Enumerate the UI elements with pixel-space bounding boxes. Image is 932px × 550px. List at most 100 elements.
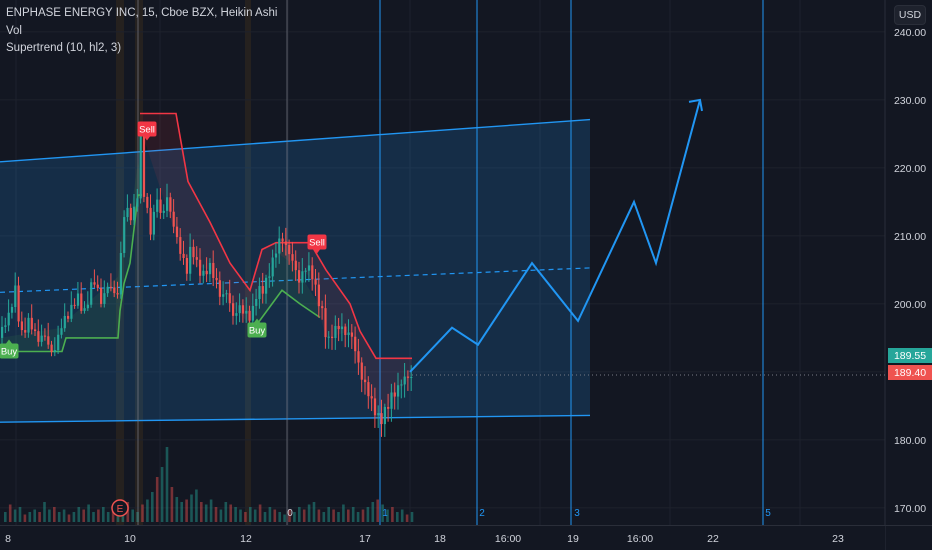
- candle-body: [367, 382, 370, 397]
- candle-body: [179, 237, 182, 254]
- price-tick-label: 240.00: [894, 27, 926, 39]
- candle-body: [225, 293, 228, 295]
- candle-body: [245, 310, 248, 314]
- volume-bar: [67, 514, 71, 522]
- volume-bar: [180, 502, 183, 522]
- candle-body: [307, 265, 311, 271]
- candle-body: [70, 304, 73, 319]
- candle-body: [228, 293, 231, 304]
- volume-bar: [102, 507, 105, 522]
- candle-body: [4, 325, 7, 327]
- volume-bar: [376, 499, 379, 522]
- signal-pointer: [314, 249, 320, 254]
- candle-body: [334, 325, 337, 339]
- candle-body: [215, 277, 218, 281]
- candle-body: [7, 312, 10, 326]
- candle-body: [189, 246, 192, 274]
- candle-body: [152, 211, 155, 235]
- volume-bar: [293, 512, 296, 522]
- candle-body: [142, 135, 146, 197]
- candle-body: [119, 252, 122, 295]
- vertical-lines[interactable]: 0 1 2 3 5: [137, 0, 771, 525]
- time-tick-label: 16:00: [627, 533, 653, 545]
- candle-body: [317, 284, 320, 307]
- candle-body: [212, 262, 215, 278]
- candle-body: [182, 253, 185, 258]
- candle-body: [129, 207, 132, 221]
- volume-bar: [381, 504, 384, 522]
- candle-body: [10, 307, 14, 313]
- price-tick-label: 220.00: [894, 163, 926, 175]
- sell-signal-label: Sell: [309, 238, 325, 249]
- earnings-marker-label: E: [117, 504, 124, 515]
- price-tick-label: 180.00: [894, 435, 926, 447]
- candle-body: [390, 392, 393, 409]
- projection-path[interactable]: [409, 98, 703, 373]
- price-axis[interactable]: 240.00 230.00 220.00 210.00 200.00 180.00 170.…: [412, 0, 932, 550]
- volume-bar: [87, 504, 90, 522]
- candle-body: [410, 376, 413, 378]
- candle-body: [37, 331, 40, 342]
- volume-bar: [53, 507, 56, 522]
- supertrend-legend[interactable]: Supertrend (10, hl2, 3): [6, 42, 122, 54]
- candle-body: [235, 313, 238, 316]
- currency-selector[interactable]: USD: [894, 5, 926, 25]
- candle-body: [166, 197, 169, 211]
- volume-bar: [151, 492, 154, 522]
- volume-bar: [219, 509, 223, 522]
- symbol-title[interactable]: ENPHASE ENERGY INC, 15, Cboe BZX, Heikin…: [6, 7, 278, 19]
- volume-bar: [317, 509, 321, 522]
- volume-bar: [347, 509, 350, 522]
- signal-pointer: [6, 339, 12, 344]
- price-tick-label: 200.00: [894, 299, 926, 311]
- candle-body: [393, 392, 396, 397]
- volume-bar: [126, 502, 130, 522]
- candle-body: [360, 362, 363, 380]
- candle-body: [67, 315, 70, 319]
- volume-bar: [141, 504, 144, 522]
- candle-body: [347, 332, 350, 336]
- candle-body: [278, 238, 281, 254]
- candle-body: [96, 284, 99, 288]
- candle-body: [159, 199, 162, 213]
- time-tick-label: 16:00: [495, 533, 521, 545]
- candle-body: [268, 276, 271, 278]
- candle-body: [192, 246, 195, 258]
- candle-body: [281, 238, 284, 242]
- candle-body: [340, 326, 344, 330]
- volume-bars: [4, 447, 414, 522]
- time-tick-label: 8: [5, 533, 11, 545]
- projection-arrowhead: [688, 98, 703, 112]
- volume-bar: [4, 512, 7, 522]
- volume-bar: [28, 512, 32, 522]
- volume-bar: [82, 509, 85, 522]
- candle-body: [261, 286, 264, 294]
- volume-bar: [302, 509, 306, 522]
- candle-body: [406, 376, 410, 378]
- volume-bar: [185, 499, 188, 522]
- volume-legend[interactable]: Vol: [6, 25, 22, 37]
- candle-body: [327, 336, 330, 338]
- candle-body: [380, 413, 383, 425]
- supertrend-signals: Buy Sell Buy Sell: [0, 121, 327, 359]
- channel-upper-line: [0, 118, 591, 163]
- volume-bar: [386, 509, 389, 522]
- volume-bar: [38, 512, 41, 522]
- candle-body: [90, 282, 93, 305]
- candle-body: [103, 293, 106, 304]
- volume-bar: [131, 509, 134, 522]
- volume-bar: [175, 497, 179, 522]
- volume-bar: [366, 507, 370, 522]
- candle-body: [93, 282, 96, 285]
- candle-body: [47, 336, 50, 345]
- volume-bar: [410, 512, 414, 522]
- candle-body: [53, 350, 56, 353]
- time-axis[interactable]: 8 10 12 17 18 16:00 19 16:00 22 23: [0, 525, 932, 550]
- candle-body: [34, 329, 37, 332]
- event-markers: E: [111, 499, 129, 517]
- candle-body: [76, 293, 80, 306]
- current-price-label: 189.55: [888, 348, 932, 363]
- candle-body: [80, 293, 83, 311]
- vertical-line-label: 0: [287, 508, 293, 519]
